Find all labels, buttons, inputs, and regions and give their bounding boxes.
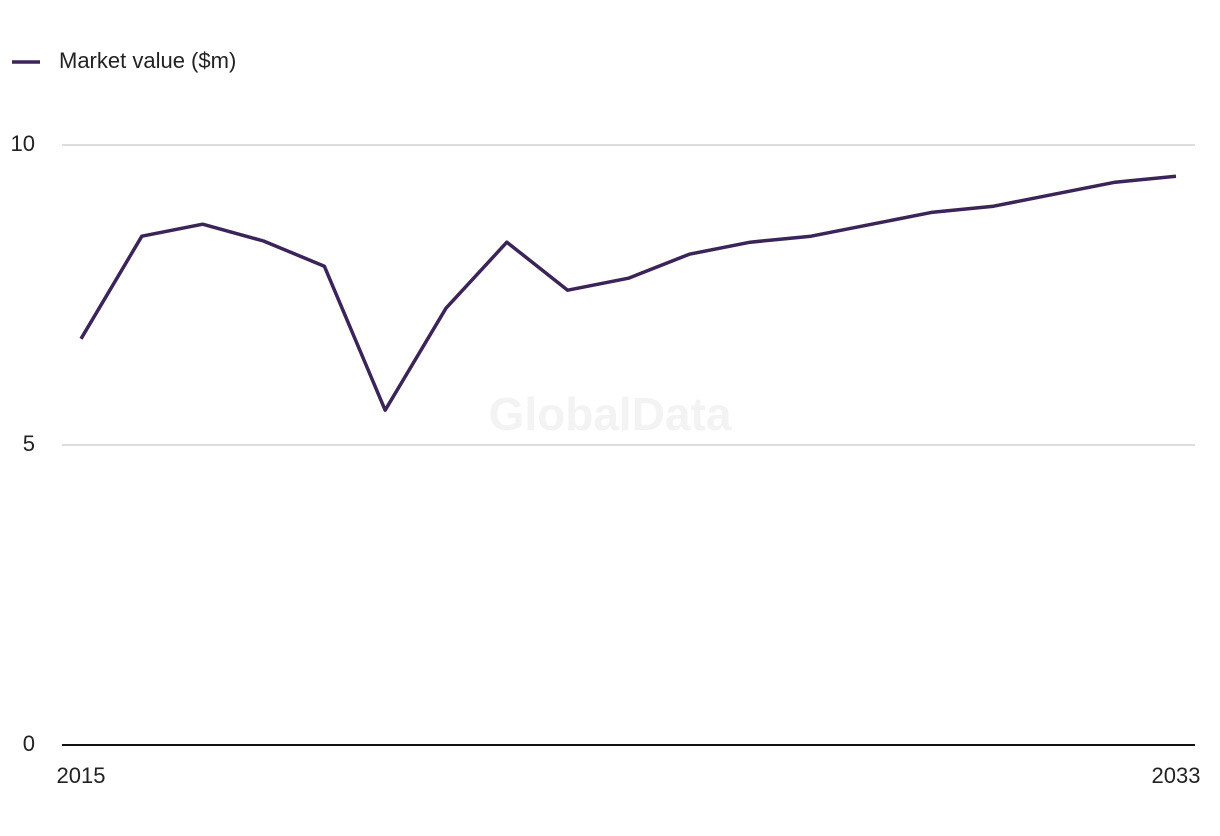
x-tick-label: 2033: [1152, 763, 1201, 788]
line-series: [79, 174, 1177, 412]
legend-label: Market value ($m): [59, 48, 236, 73]
y-tick-label: 5: [23, 431, 35, 456]
y-tick-label: 0: [23, 731, 35, 756]
y-tick-label: 10: [11, 131, 35, 156]
watermark: GlobalData: [489, 388, 732, 440]
x-tick-label: 2015: [57, 763, 106, 788]
